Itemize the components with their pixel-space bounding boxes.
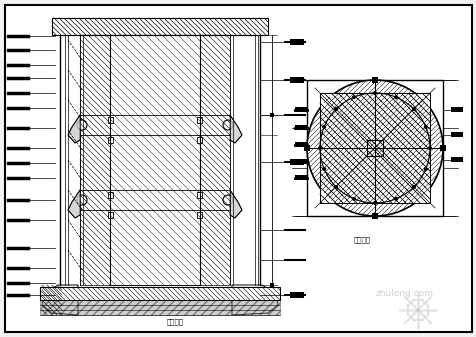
Circle shape xyxy=(393,95,397,99)
Text: 节大样图: 节大样图 xyxy=(353,237,370,243)
Bar xyxy=(197,212,201,218)
Bar xyxy=(294,159,307,164)
Bar xyxy=(52,18,268,35)
Circle shape xyxy=(423,125,427,129)
Circle shape xyxy=(351,95,355,99)
Polygon shape xyxy=(229,190,241,218)
Bar xyxy=(319,93,429,203)
Bar xyxy=(269,283,273,287)
Circle shape xyxy=(307,80,442,216)
Bar xyxy=(289,39,303,45)
Bar xyxy=(108,117,113,123)
Bar xyxy=(40,300,279,315)
Circle shape xyxy=(351,197,355,201)
Circle shape xyxy=(321,125,326,129)
Bar xyxy=(108,192,113,198)
Bar xyxy=(269,113,273,117)
Bar xyxy=(289,77,303,83)
Circle shape xyxy=(411,185,415,189)
Circle shape xyxy=(223,120,232,130)
Bar xyxy=(439,145,445,151)
Bar xyxy=(450,157,462,162)
Circle shape xyxy=(321,167,326,171)
Bar xyxy=(303,145,309,151)
Text: 节大样图: 节大样图 xyxy=(166,319,183,325)
Bar xyxy=(80,35,110,285)
Circle shape xyxy=(423,167,427,171)
Circle shape xyxy=(393,197,397,201)
Circle shape xyxy=(411,107,415,111)
Circle shape xyxy=(223,195,232,205)
Bar xyxy=(110,35,199,285)
Circle shape xyxy=(317,146,321,150)
Bar xyxy=(108,137,113,143)
Text: zhulong.com: zhulong.com xyxy=(375,288,433,298)
Bar xyxy=(366,140,382,156)
Bar xyxy=(108,212,113,218)
Circle shape xyxy=(372,201,376,205)
Bar xyxy=(450,107,462,112)
Bar xyxy=(371,213,377,219)
Polygon shape xyxy=(229,115,241,143)
Bar xyxy=(40,287,279,300)
Circle shape xyxy=(427,146,431,150)
Bar xyxy=(197,137,201,143)
Bar xyxy=(294,125,307,130)
Bar xyxy=(450,132,462,137)
Bar xyxy=(294,142,307,147)
Circle shape xyxy=(77,120,87,130)
Bar xyxy=(197,192,201,198)
Bar xyxy=(371,77,377,83)
Bar xyxy=(289,159,303,165)
Polygon shape xyxy=(68,190,80,218)
Polygon shape xyxy=(68,115,80,143)
Bar xyxy=(289,292,303,298)
Bar xyxy=(197,117,201,123)
Bar xyxy=(294,175,307,180)
Bar xyxy=(199,35,229,285)
Bar xyxy=(294,107,307,112)
Bar xyxy=(319,93,429,203)
Circle shape xyxy=(333,185,337,189)
Bar xyxy=(307,80,442,216)
Polygon shape xyxy=(42,285,78,315)
Circle shape xyxy=(77,195,87,205)
Circle shape xyxy=(372,91,376,95)
Polygon shape xyxy=(231,285,278,315)
Circle shape xyxy=(333,107,337,111)
